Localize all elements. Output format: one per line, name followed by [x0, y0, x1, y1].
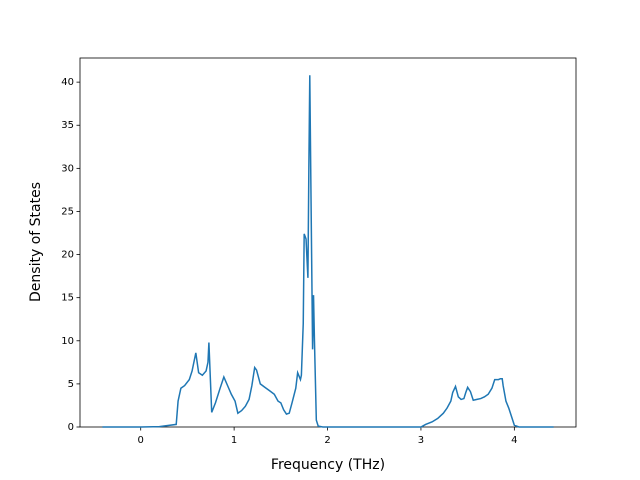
y-tick-label: 10 — [61, 336, 74, 347]
x-tick-label: 2 — [324, 435, 330, 446]
y-tick-label: 15 — [61, 293, 74, 304]
y-axis-label: Density of States — [28, 182, 44, 302]
y-tick-label: 20 — [61, 250, 74, 261]
y-tick-label: 40 — [61, 77, 74, 88]
y-tick-label: 30 — [61, 163, 74, 174]
x-tick-label: 1 — [231, 435, 237, 446]
y-tick-label: 25 — [61, 206, 74, 217]
dos-line — [102, 75, 554, 428]
plot-frame — [79, 57, 577, 428]
y-tick-label: 0 — [68, 422, 74, 433]
x-tick-label: 3 — [418, 435, 424, 446]
x-tick-label: 0 — [138, 435, 144, 446]
x-axis-label: Frequency (THz) — [271, 457, 385, 473]
x-tick-label: 4 — [511, 435, 517, 446]
y-tick-label: 5 — [68, 379, 74, 390]
y-tick-label: 35 — [61, 120, 74, 131]
